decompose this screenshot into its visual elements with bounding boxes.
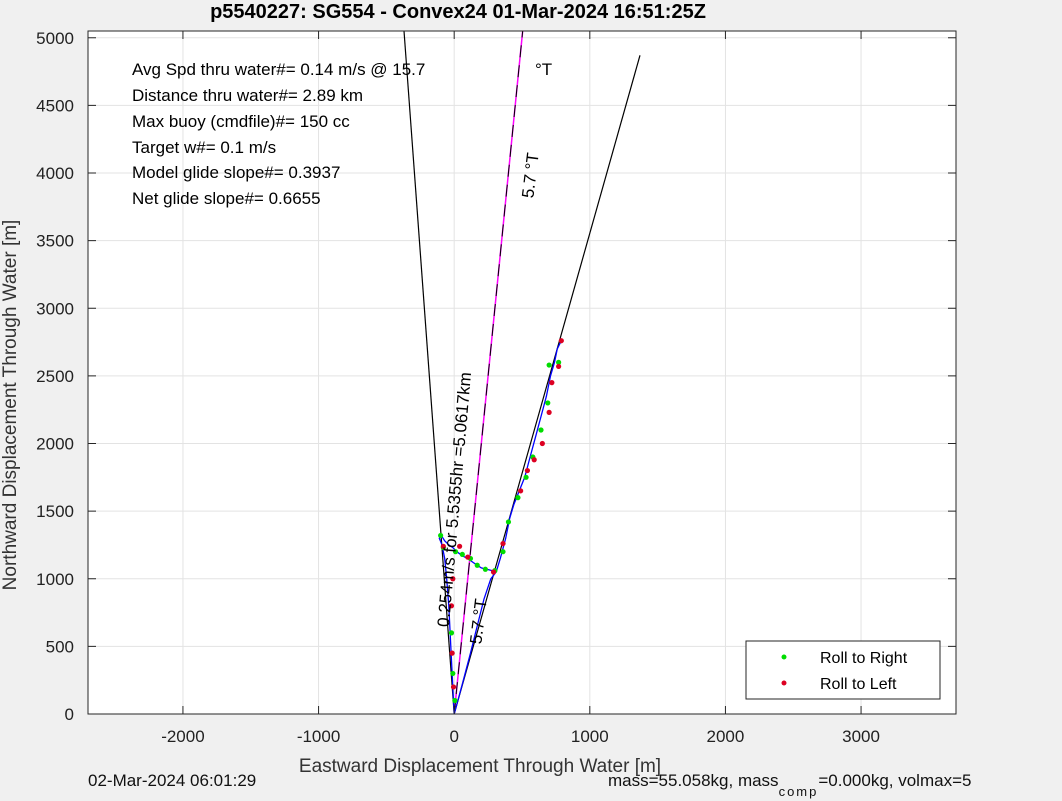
roll-left-point [500, 540, 506, 547]
plot-frame [87, 30, 957, 715]
legend-box [745, 640, 941, 700]
y-tick-label: 1500 [36, 502, 74, 521]
roll-right-point [505, 519, 512, 525]
roll-right-point [459, 551, 465, 558]
roll-right-point [538, 427, 544, 433]
roll-left-point [539, 440, 545, 447]
roll-right-point [515, 495, 521, 501]
footer-timestamp: 02-Mar-2024 06:01:29 [88, 771, 257, 790]
roll-left-point [524, 467, 531, 474]
x-tick-label: 0 [449, 727, 458, 746]
roll-left-point [518, 488, 524, 494]
roll-right-point [546, 362, 552, 368]
y-tick-label: 3500 [36, 232, 74, 251]
left-leg-line [403, 30, 455, 715]
footer-mass-sub: comp [778, 784, 819, 799]
x-axis-label: Eastward Displacement Through Water [m] [299, 756, 661, 777]
y-tick-label: 4500 [36, 96, 74, 115]
roll-right-point [452, 549, 459, 555]
legend-label-roll-left: Roll to Left [820, 676, 897, 693]
x-tick-label: 1000 [571, 727, 609, 746]
annotation-net-glide: Net glide slope#= 0.6655 [132, 189, 321, 208]
roll-left-point [556, 363, 562, 370]
legend-marker-roll-left [781, 680, 787, 686]
roll-right-point [500, 549, 506, 555]
roll-left-point [490, 569, 497, 575]
footer-mass-tail: =0.000kg, volmax=5 [818, 771, 972, 790]
roll-left-point [448, 603, 455, 609]
annotation-target-w: Target w#= 0.1 m/s [132, 138, 276, 157]
roll-right-point [448, 630, 455, 636]
right-leg-line [453, 55, 641, 715]
footer-mass: mass=55.058kg, masscomp=0.000kg, volmax=… [608, 771, 972, 799]
annotation-degree: °T [535, 60, 552, 79]
y-axis-label: Northward Displacement Through Water [m] [0, 220, 21, 591]
y-tick-label: 5000 [36, 29, 74, 48]
roll-left-point [457, 543, 463, 549]
chart-title: p5540227: SG554 - Convex24 01-Mar-2024 1… [210, 1, 706, 23]
annotation-model-glide: Model glide slope#= 0.3937 [132, 163, 340, 182]
x-tick-label: -1000 [297, 727, 340, 746]
legend: Roll to Right Roll to Left [745, 640, 941, 700]
annotation-block: Avg Spd thru water#= 0.14 m/s @ 15.7 Dis… [132, 60, 552, 208]
roll-left-point [558, 338, 564, 344]
roll-right-point [556, 359, 562, 365]
roll-right-point [482, 566, 488, 572]
annotation-distance: Distance thru water#= 2.89 km [132, 86, 363, 105]
roll-left-point [531, 457, 537, 463]
roll-right-point [545, 400, 551, 406]
roll-right-point [438, 532, 444, 539]
y-tick-label: 4000 [36, 164, 74, 183]
roll-left-point [440, 543, 446, 549]
annotation-max-buoy: Max buoy (cmdfile)#= 150 cc [132, 112, 350, 131]
x-tick-label: 3000 [842, 727, 880, 746]
y-tick-label: 1000 [36, 570, 74, 589]
roll-left-point [449, 650, 455, 656]
y-tick-label: 3000 [36, 299, 74, 318]
current-vector-dashed [453, 30, 524, 715]
y-tick-label: 500 [46, 637, 74, 656]
roll-left-point [450, 684, 457, 690]
legend-marker-roll-right [781, 654, 787, 660]
annotation-avg-speed: Avg Spd thru water#= 0.14 m/s @ 15.7 [132, 60, 425, 79]
roll-right-point [452, 697, 458, 704]
y-tick-label: 0 [65, 705, 74, 724]
roll-right-point [523, 474, 529, 480]
ticks: -2000 -1000 0 1000 2000 3000 0 500 1000 1500 2000 2… [36, 29, 956, 746]
legend-label-roll-right: Roll to Right [820, 650, 908, 667]
roll-right-point [450, 670, 456, 677]
roll-left-point [465, 554, 471, 560]
footer-mass-main: mass=55.058kg, mass [608, 771, 779, 790]
y-tick-label: 2500 [36, 367, 74, 386]
roll-right-point [474, 562, 480, 568]
series-layer [403, 30, 641, 715]
x-tick-label: 2000 [707, 727, 745, 746]
x-tick-label: -2000 [161, 727, 204, 746]
roll-left-point [546, 409, 552, 415]
roll-left-point [450, 576, 456, 582]
plot-area [88, 31, 956, 714]
y-tick-label: 2000 [36, 435, 74, 454]
roll-left-point [549, 380, 555, 386]
track-return [453, 340, 562, 715]
